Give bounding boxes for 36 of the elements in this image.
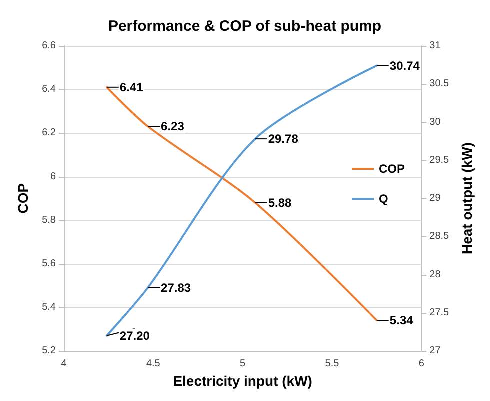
y-tick-label: 6.4 <box>42 84 56 96</box>
y2-tick-label: 28.5 <box>430 231 450 242</box>
data-label: 27.20 <box>120 328 150 343</box>
data-label: 29.78 <box>268 132 299 146</box>
y-axis-title: COP <box>15 183 31 214</box>
y2-tick-label: 28 <box>430 269 442 280</box>
data-label: 5.34 <box>390 314 414 328</box>
data-label: 27.83 <box>161 280 192 295</box>
x-tick-label: 4 <box>61 358 68 370</box>
y2-tick-label: 29.5 <box>430 154 450 166</box>
x-tick-label: 5 <box>240 358 246 370</box>
y-tick-label: 6.2 <box>42 128 56 139</box>
y2-axis-title: Heat output (kW) <box>459 142 475 255</box>
y-tick-label: 5.2 <box>42 346 56 357</box>
data-label: 6.41 <box>120 80 144 94</box>
x-tick-label: 4.5 <box>146 358 161 370</box>
chart-title: Performance & COP of sub-heat pump <box>108 18 382 35</box>
x-axis-title: Electricity input (kW) <box>173 373 312 389</box>
y2-tick-label: 31 <box>430 40 442 52</box>
x-tick-label: 5.5 <box>325 358 340 370</box>
legend-label: COP <box>378 162 406 176</box>
data-label: 6.23 <box>161 120 185 134</box>
y2-tick-label: 29 <box>430 193 442 204</box>
y2-tick-label: 27 <box>430 346 442 357</box>
y-tick-label: 6 <box>50 171 56 182</box>
y2-tick-label: 30.5 <box>430 78 450 90</box>
y-tick-label: 5.8 <box>42 214 56 226</box>
legend-label: Q <box>378 192 388 206</box>
y-tick-label: 5.4 <box>42 302 56 314</box>
data-label: 30.74 <box>390 58 420 73</box>
y-tick-label: 6.6 <box>42 40 56 52</box>
x-tick-label: 6 <box>418 358 425 370</box>
data-label: 5.88 <box>268 196 292 210</box>
y2-tick-label: 27.5 <box>430 307 450 318</box>
y2-tick-label: 30 <box>430 116 442 128</box>
y-tick-label: 5.6 <box>42 258 56 270</box>
